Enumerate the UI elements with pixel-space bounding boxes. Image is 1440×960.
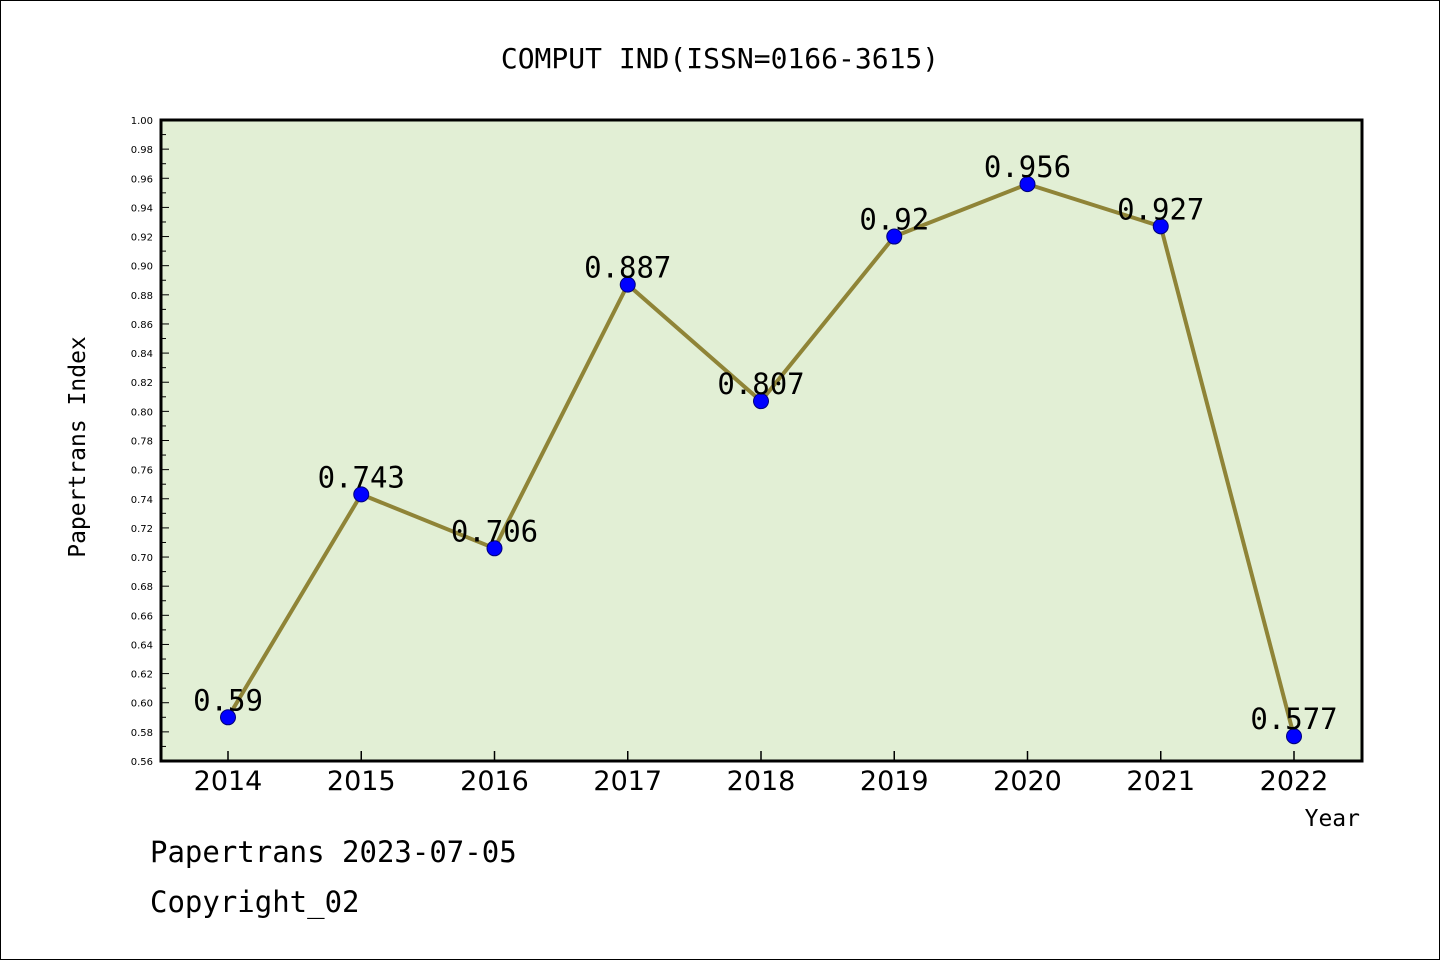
x-tick-label: 2014 (194, 766, 263, 797)
y-tick-label: 0.96 (131, 174, 153, 185)
data-label-2014: 0.59 (193, 683, 263, 717)
data-point-2018 (753, 393, 769, 410)
y-tick-label: 0.98 (131, 145, 153, 156)
data-point-2014 (220, 709, 236, 726)
x-tick-label: 2019 (860, 766, 929, 797)
y-tick-label: 1.00 (131, 116, 153, 127)
footer-copyright: Copyright_02 (150, 885, 360, 919)
footer-watermark: Papertrans 2023-07-05 (150, 835, 517, 869)
data-point-2022 (1286, 728, 1302, 745)
y-tick-label: 0.62 (131, 670, 153, 681)
data-label-2017: 0.887 (584, 251, 671, 285)
data-point-2021 (1152, 218, 1169, 235)
y-tick-label: 0.58 (131, 728, 153, 739)
data-point-2019 (886, 228, 903, 245)
y-tick-label: 0.56 (131, 757, 153, 768)
y-tick-label: 0.84 (131, 349, 153, 360)
data-label-2018: 0.807 (717, 367, 804, 401)
y-tick-label: 0.74 (131, 495, 153, 506)
x-tick-label: 2022 (1260, 766, 1329, 797)
y-tick-label: 0.60 (131, 699, 153, 710)
y-tick-label: 0.72 (131, 524, 153, 535)
y-tick-label: 0.90 (131, 262, 153, 273)
data-label-2019: 0.92 (859, 203, 929, 237)
y-tick-label: 0.94 (131, 203, 153, 214)
chart-title: COMPUT IND(ISSN=0166-3615) (501, 42, 939, 75)
y-tick-label: 0.82 (131, 378, 153, 389)
y-tick-label: 0.64 (131, 640, 153, 651)
data-label-2015: 0.743 (318, 460, 405, 494)
x-tick-label: 2015 (327, 766, 396, 797)
x-axis-ticks: 2014 2015 2016 2017 2018 2019 2020 2021 2022 (194, 751, 1329, 797)
data-point-2016 (486, 540, 503, 557)
data-label-2016: 0.706 (451, 514, 538, 548)
y-tick-label: 0.86 (131, 320, 153, 331)
y-tick-label: 0.88 (131, 291, 153, 302)
plot-border (159, 118, 1364, 763)
series-markers (220, 176, 1302, 745)
y-tick-label: 0.80 (131, 407, 153, 418)
x-tick-label: 2018 (727, 766, 796, 797)
y-tick-label: 0.66 (131, 611, 153, 622)
y-tick-label: 0.68 (131, 582, 153, 593)
x-tick-label: 2021 (1126, 766, 1195, 797)
data-label-2020: 0.956 (984, 150, 1071, 184)
data-point-2017 (619, 276, 636, 293)
y-axis-label: Papertrans Index (65, 336, 91, 558)
y-tick-label: 0.76 (131, 466, 153, 477)
x-tick-label: 2016 (460, 766, 529, 797)
data-labels: 0.59 0.743 0.706 0.887 0.807 0.92 0.956 0.927 0.… (193, 150, 1338, 736)
x-tick-label: 2020 (993, 766, 1062, 797)
x-axis-label: Year (1305, 806, 1360, 832)
data-label-2022: 0.577 (1250, 702, 1337, 736)
y-tick-label: 0.70 (131, 553, 153, 564)
y-tick-label: 0.92 (131, 233, 153, 244)
data-label-2021: 0.927 (1117, 192, 1204, 226)
x-tick-label: 2017 (593, 766, 662, 797)
y-tick-label: 0.78 (131, 437, 153, 448)
data-point-2020 (1019, 176, 1036, 193)
data-point-2015 (353, 486, 370, 503)
